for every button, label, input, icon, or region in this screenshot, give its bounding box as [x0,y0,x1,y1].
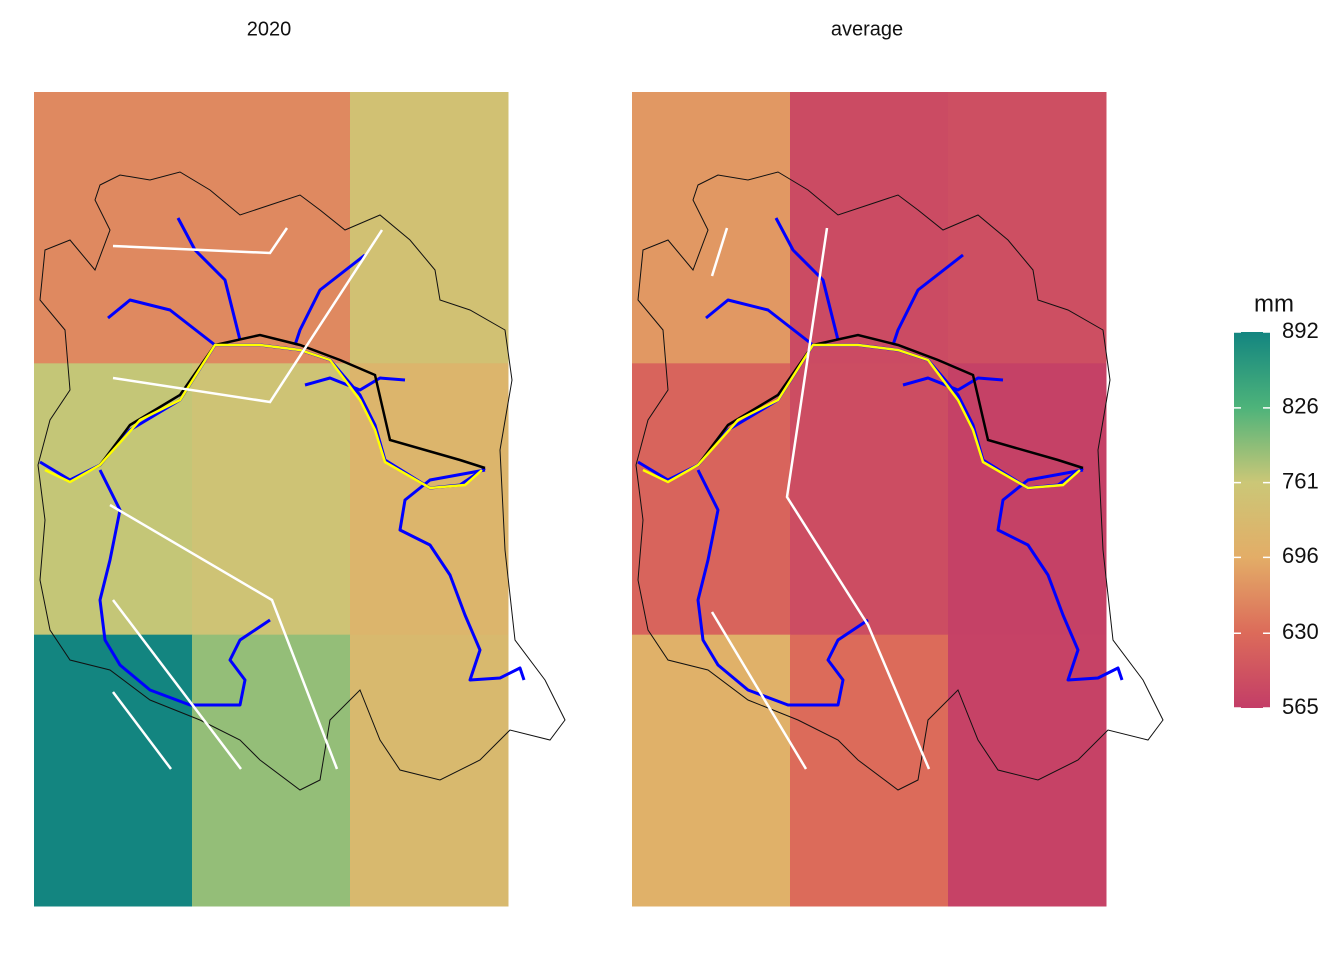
colorbar-title: mm [1254,290,1294,317]
cell [790,92,949,364]
cell [34,634,193,907]
cell [34,92,193,364]
cell [350,634,509,907]
colorbar-label: 826 [1282,394,1319,419]
cell [790,363,949,636]
panel-title: average [831,18,903,40]
cell [632,634,791,907]
cell [192,363,351,636]
colorbar-fill [1234,332,1270,708]
raster [34,92,1107,907]
cell [192,92,351,364]
colorbar-label: 761 [1282,468,1319,493]
panel-title: 2020 [247,18,292,40]
cell [948,634,1107,907]
colorbar-label: 565 [1282,694,1319,719]
cell [350,363,509,636]
cell [192,634,351,907]
cell [350,92,509,364]
colorbar-label: 696 [1282,543,1319,568]
white-lines [109,227,931,770]
colorbar-label: 630 [1282,619,1319,644]
colorbar-label: 892 [1282,318,1319,343]
cell [632,92,791,364]
colorbar: mm 565 630 696 761 826 892 [1234,290,1319,719]
cell [948,363,1107,636]
cell [790,634,949,907]
cell [948,92,1107,364]
